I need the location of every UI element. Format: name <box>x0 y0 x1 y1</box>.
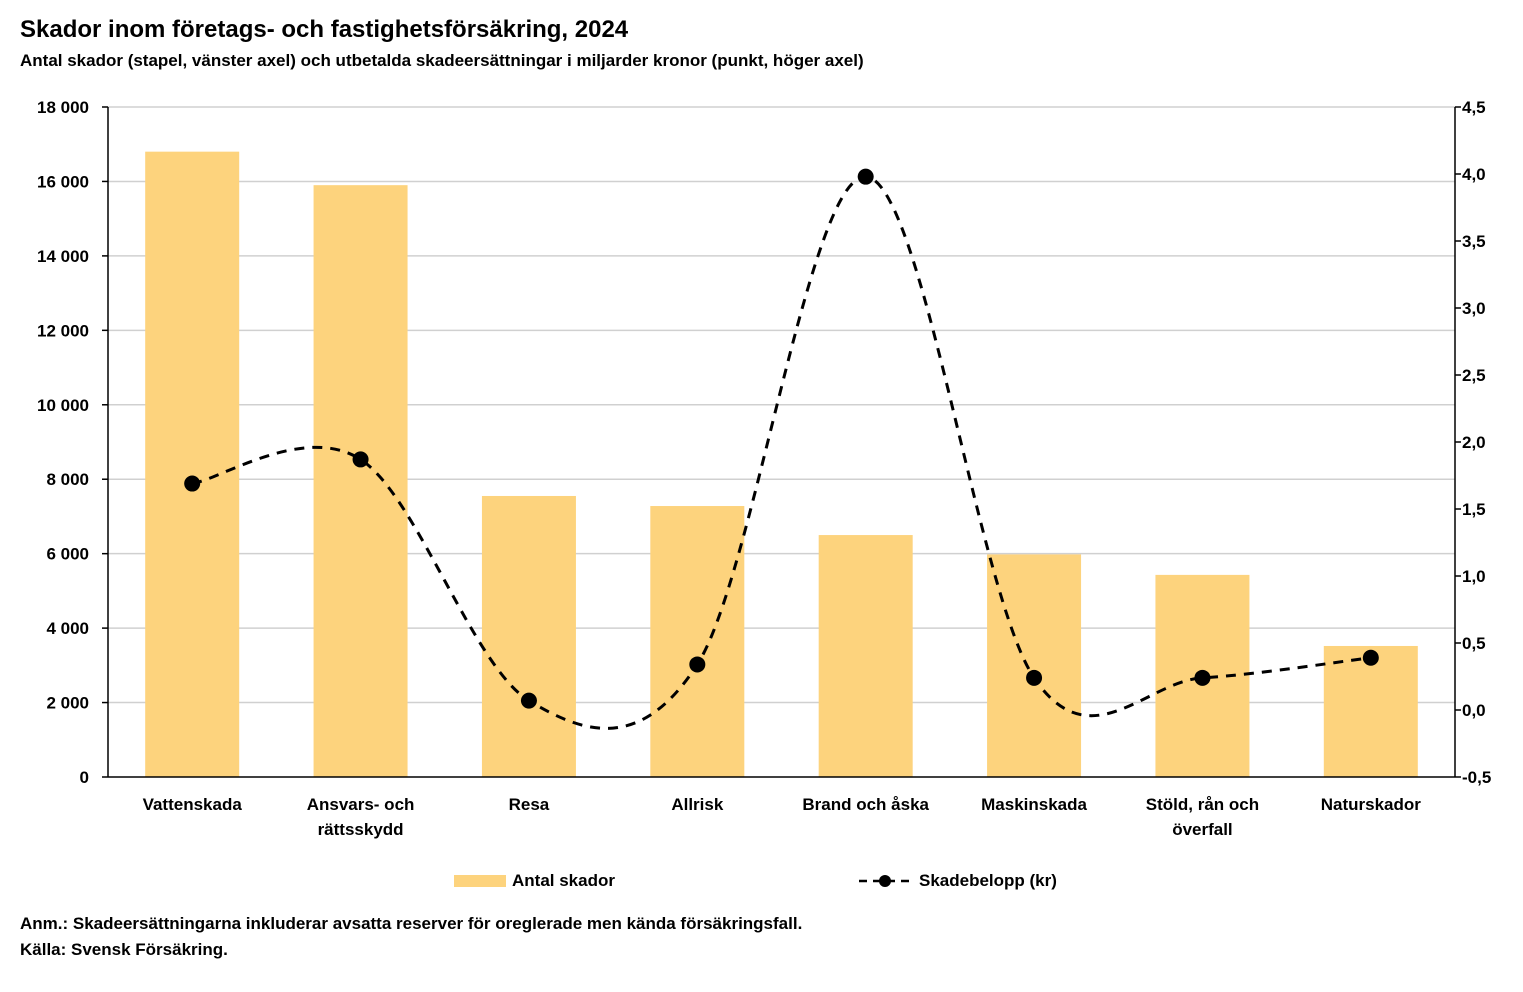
left-tick-label: 4 000 <box>46 619 89 638</box>
left-tick-label: 8 000 <box>46 470 89 489</box>
footnote: Anm.: Skadeersättningarna inkluderar avs… <box>20 914 803 933</box>
line-series <box>184 168 1379 730</box>
category-label: Naturskador <box>1321 795 1422 814</box>
line-point <box>352 451 369 468</box>
legend-bar-swatch <box>454 875 506 887</box>
right-tick-label: 2,5 <box>1462 366 1486 385</box>
line-point <box>184 475 201 492</box>
bar <box>313 185 408 777</box>
bar-series <box>145 151 1418 777</box>
right-tick-label: 2,0 <box>1462 433 1486 452</box>
line-point <box>1026 669 1043 686</box>
gridlines <box>108 106 1455 704</box>
right-tick-label: 4,5 <box>1462 98 1486 117</box>
line-point <box>689 656 706 673</box>
legend-line-swatch <box>859 875 911 887</box>
category-label-line: Stöld, rån och <box>1146 795 1259 814</box>
legend-bar-label: Antal skador <box>512 871 615 890</box>
source: Källa: Svensk Försäkring. <box>20 940 228 959</box>
left-tick-label: 14 000 <box>37 247 89 266</box>
line-point <box>857 168 874 185</box>
bar <box>987 554 1082 777</box>
category-label: Maskinskada <box>981 795 1087 814</box>
axes <box>107 107 1456 778</box>
category-label-line: Resa <box>509 795 550 814</box>
right-tick-label: 3,5 <box>1462 232 1486 251</box>
category-label: Ansvars- och rättsskydd <box>307 795 415 839</box>
left-tick-label: 2 000 <box>46 694 89 713</box>
category-label-line: överfall <box>1172 820 1232 839</box>
left-tick-label: 16 000 <box>37 172 89 191</box>
bar <box>481 495 576 777</box>
legend-item-line: Skadebelopp (kr) <box>859 871 1057 891</box>
category-label-line: Vattenskada <box>143 795 243 814</box>
bar <box>145 151 240 777</box>
category-label-line: Maskinskada <box>981 795 1087 814</box>
right-axis-ticks: -0,5 0,0 0,5 1,0 1,5 2,0 2,5 3,0 3,5 4,0 4,5 <box>1455 98 1491 787</box>
category-label-line: Brand och åska <box>802 795 929 814</box>
legend: Antal skador Skadebelopp (kr) <box>0 871 1523 897</box>
category-labels: Vattenskada Ansvars- och rättsskydd Resa All… <box>143 795 1422 839</box>
chart-subtitle: Antal skador (stapel, vänster axel) och … <box>20 51 864 70</box>
right-tick-label: 1,5 <box>1462 500 1486 519</box>
line-point <box>1194 669 1211 686</box>
category-label: Brand och åska <box>802 795 929 814</box>
right-tick-label: 4,0 <box>1462 165 1486 184</box>
chart-title: Skador inom företags- och fastighetsförs… <box>20 16 629 43</box>
bar <box>1323 645 1418 777</box>
left-axis-ticks: 0 2 000 4 000 6 000 8 000 10 000 12 000 14 000 1… <box>37 98 108 787</box>
combo-chart: 0 2 000 4 000 6 000 8 000 10 000 12 000 14 000 1… <box>37 98 1491 839</box>
line-point <box>1362 649 1379 666</box>
line-path <box>191 175 1371 730</box>
category-label: Resa <box>509 795 550 814</box>
right-tick-label: 1,0 <box>1462 567 1486 586</box>
category-label-line: Naturskador <box>1321 795 1422 814</box>
right-tick-label: 0,5 <box>1462 634 1486 653</box>
left-tick-label: 10 000 <box>37 396 89 415</box>
left-tick-label: 6 000 <box>46 545 89 564</box>
category-label: Vattenskada <box>143 795 243 814</box>
right-tick-label: 0,0 <box>1462 701 1486 720</box>
left-tick-label: 0 <box>80 768 89 787</box>
bar <box>818 535 913 777</box>
right-tick-label: -0,5 <box>1462 768 1491 787</box>
category-label-line: rättsskydd <box>318 820 404 839</box>
legend-line-label: Skadebelopp (kr) <box>919 871 1057 890</box>
category-label-line: Allrisk <box>671 795 724 814</box>
line-point <box>520 692 537 709</box>
category-label: Allrisk <box>671 795 724 814</box>
right-tick-label: 3,0 <box>1462 299 1486 318</box>
category-label: Stöld, rån och överfall <box>1146 795 1259 839</box>
left-tick-label: 12 000 <box>37 321 89 340</box>
left-tick-label: 18 000 <box>37 98 89 117</box>
category-label-line: Ansvars- och <box>307 795 415 814</box>
bar <box>650 506 745 777</box>
legend-item-bar: Antal skador <box>454 871 615 891</box>
